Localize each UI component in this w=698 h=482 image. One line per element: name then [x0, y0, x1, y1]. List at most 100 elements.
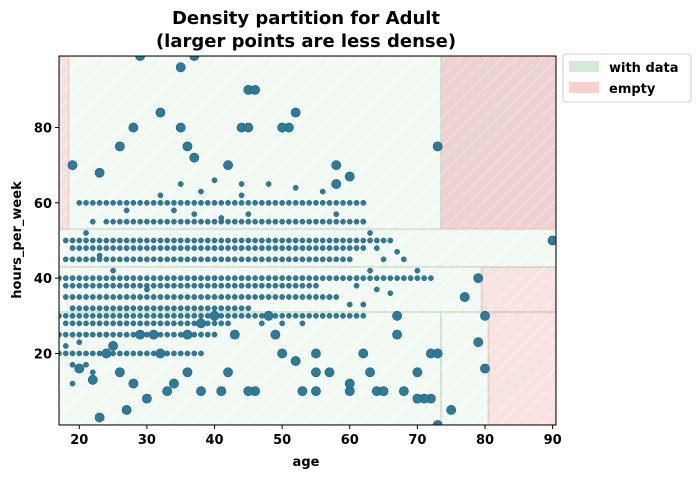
data-point-large [94, 167, 105, 178]
data-point [319, 218, 326, 225]
data-point [137, 320, 143, 327]
data-point [144, 320, 150, 327]
data-point [184, 320, 191, 327]
data-point [313, 294, 319, 300]
data-point [218, 245, 225, 251]
data-point [130, 218, 137, 225]
data-point [150, 275, 157, 282]
data-point [184, 256, 191, 263]
data-point [191, 256, 198, 263]
data-point [110, 350, 116, 357]
data-point [313, 237, 319, 244]
data-point [204, 320, 211, 327]
data-point [428, 275, 434, 282]
data-point [137, 305, 143, 312]
data-point [313, 275, 319, 282]
data-point [103, 282, 110, 289]
data-point-large [412, 393, 423, 404]
data-point [245, 312, 252, 319]
data-point [137, 199, 143, 206]
data-point [76, 312, 83, 319]
legend-label-empty: empty [609, 82, 656, 97]
data-point [367, 267, 373, 274]
data-point [150, 350, 157, 357]
data-point-large [331, 179, 342, 189]
data-point [130, 199, 137, 206]
data-point [83, 230, 89, 236]
data-point [380, 256, 387, 263]
data-point [130, 275, 137, 282]
data-point [171, 237, 177, 244]
data-point [286, 256, 292, 263]
data-point [103, 275, 110, 282]
data-point [130, 237, 137, 244]
data-point [69, 282, 76, 289]
data-point [191, 350, 198, 357]
data-point [279, 199, 285, 206]
data-point [299, 275, 306, 282]
data-point [333, 245, 340, 251]
data-point-large [87, 374, 98, 385]
hatch-line [386, 255, 556, 425]
data-point [292, 184, 299, 191]
data-point-large [169, 378, 179, 389]
data-point [171, 305, 177, 312]
data-point [96, 305, 103, 312]
data-point [171, 275, 177, 282]
data-point [286, 245, 292, 251]
data-point-large [398, 386, 409, 397]
data-point [184, 199, 191, 206]
data-point [198, 294, 204, 300]
data-point [89, 320, 96, 327]
data-point [103, 245, 110, 251]
data-point [387, 275, 394, 282]
data-point [387, 237, 394, 244]
data-point [76, 256, 83, 263]
data-point-large [74, 363, 85, 374]
data-point [252, 218, 258, 225]
data-point [306, 237, 313, 244]
data-point [110, 312, 116, 319]
data-point [245, 245, 252, 251]
data-point [96, 312, 103, 319]
data-point [360, 312, 367, 319]
data-point [225, 275, 231, 282]
data-point [353, 245, 360, 251]
data-point [171, 199, 177, 206]
data-point [292, 199, 299, 206]
data-point [110, 275, 116, 282]
data-point [164, 199, 171, 206]
hatch-line [569, 56, 698, 425]
data-point [231, 282, 238, 289]
data-point [157, 245, 164, 251]
data-point [191, 294, 198, 300]
y-tick-label: 40 [34, 272, 52, 287]
data-point [292, 294, 299, 300]
data-point [265, 275, 272, 282]
data-point [117, 275, 123, 282]
data-point [144, 237, 150, 244]
data-point [319, 188, 326, 195]
x-tick-label: 90 [544, 433, 562, 448]
data-point-large [311, 367, 321, 378]
data-point [394, 248, 400, 255]
data-point-large [365, 367, 375, 378]
region-hatch [59, 56, 698, 425]
region-empty-5 [441, 56, 556, 230]
data-point [76, 294, 83, 300]
x-tick-label: 70 [408, 433, 426, 448]
data-point-large [67, 160, 78, 171]
data-point [218, 215, 225, 221]
data-point-large [223, 367, 233, 378]
data-point [76, 350, 83, 357]
data-point [123, 199, 130, 206]
hatch-line [246, 115, 556, 425]
data-point [69, 350, 76, 357]
data-point [164, 237, 171, 244]
data-point [252, 312, 258, 319]
data-point-large [277, 348, 288, 359]
data-point [150, 312, 157, 319]
data-point [110, 256, 116, 263]
data-point [265, 256, 272, 263]
